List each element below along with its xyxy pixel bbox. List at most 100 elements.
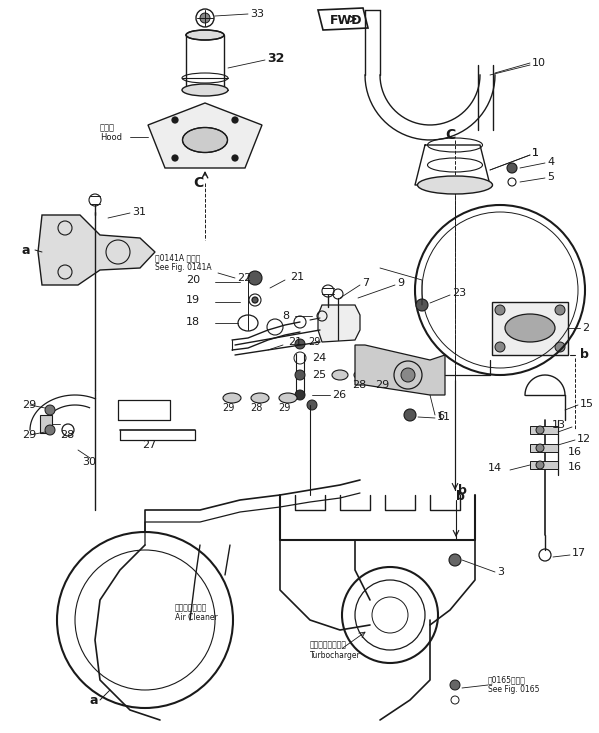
Text: 24: 24: [312, 353, 326, 363]
Ellipse shape: [183, 128, 228, 152]
Text: 8: 8: [282, 311, 289, 321]
Text: 28: 28: [352, 380, 366, 390]
Text: 10: 10: [532, 58, 546, 68]
Text: Hood: Hood: [100, 133, 122, 142]
Ellipse shape: [418, 176, 492, 194]
Text: 17: 17: [572, 548, 586, 558]
Text: 1: 1: [532, 148, 539, 158]
Circle shape: [536, 461, 544, 469]
Text: 18: 18: [186, 317, 200, 327]
Text: 7: 7: [362, 278, 369, 288]
Circle shape: [495, 342, 505, 352]
Ellipse shape: [279, 393, 297, 403]
Ellipse shape: [332, 370, 348, 380]
Text: 23: 23: [452, 288, 466, 298]
Text: 围0141A 図参照: 围0141A 図参照: [155, 254, 201, 262]
Ellipse shape: [251, 393, 269, 403]
Text: 1: 1: [532, 148, 539, 158]
Polygon shape: [148, 103, 262, 168]
Ellipse shape: [223, 393, 241, 403]
Text: See Fig. 0165: See Fig. 0165: [488, 685, 540, 694]
Text: 29: 29: [22, 430, 37, 440]
Text: 30: 30: [82, 457, 96, 467]
Text: ターボチャージャ: ターボチャージャ: [310, 641, 347, 649]
Ellipse shape: [354, 370, 370, 380]
Text: 16: 16: [568, 447, 582, 457]
Text: 29: 29: [375, 380, 389, 390]
Circle shape: [401, 368, 415, 382]
Text: 29: 29: [278, 403, 290, 413]
Text: エアークリーナ: エアークリーナ: [175, 603, 207, 613]
Circle shape: [307, 400, 317, 410]
Text: 27: 27: [142, 440, 156, 450]
Ellipse shape: [182, 84, 228, 96]
Circle shape: [495, 305, 505, 315]
Circle shape: [449, 554, 461, 566]
Text: フード: フード: [100, 123, 115, 133]
Text: 21: 21: [290, 272, 304, 282]
Text: 31: 31: [132, 207, 146, 217]
Text: C: C: [193, 176, 203, 190]
Circle shape: [555, 305, 565, 315]
Text: 21: 21: [288, 337, 302, 347]
Circle shape: [404, 409, 416, 421]
Text: b: b: [458, 484, 467, 496]
Bar: [530, 461, 558, 469]
Text: 12: 12: [577, 434, 591, 444]
Polygon shape: [492, 302, 568, 355]
Text: 第0165図参照: 第0165図参照: [488, 676, 526, 685]
Ellipse shape: [186, 30, 224, 40]
Text: Air Cleaner: Air Cleaner: [175, 614, 218, 622]
Polygon shape: [318, 8, 368, 30]
Polygon shape: [38, 215, 155, 285]
Text: 25: 25: [312, 370, 326, 380]
Circle shape: [200, 13, 210, 23]
Circle shape: [295, 390, 305, 400]
Text: 9: 9: [397, 278, 404, 288]
Circle shape: [232, 155, 238, 161]
Circle shape: [172, 155, 178, 161]
Circle shape: [45, 405, 55, 415]
Circle shape: [536, 444, 544, 452]
Text: 2: 2: [582, 323, 589, 333]
Circle shape: [295, 339, 305, 349]
Text: 22: 22: [237, 273, 251, 283]
Text: a: a: [22, 243, 31, 257]
Circle shape: [172, 117, 178, 123]
Circle shape: [536, 426, 544, 434]
Text: 32: 32: [267, 53, 285, 65]
Polygon shape: [318, 305, 360, 342]
Text: 29: 29: [22, 400, 37, 410]
Ellipse shape: [505, 314, 555, 342]
Text: FWD: FWD: [330, 15, 362, 28]
Text: 6: 6: [437, 411, 444, 421]
Text: 13: 13: [552, 420, 566, 430]
Text: 3: 3: [497, 567, 504, 577]
Text: 5: 5: [547, 172, 554, 182]
Circle shape: [45, 425, 55, 435]
Text: a: a: [90, 693, 98, 707]
Text: 14: 14: [488, 463, 502, 473]
Text: See Fig. 0141A: See Fig. 0141A: [155, 263, 211, 273]
Circle shape: [416, 299, 428, 311]
Circle shape: [450, 680, 460, 690]
Text: 26: 26: [332, 390, 346, 400]
Polygon shape: [355, 345, 445, 395]
Text: 33: 33: [250, 9, 264, 19]
Text: 16: 16: [568, 462, 582, 472]
Circle shape: [232, 117, 238, 123]
Text: 28: 28: [250, 403, 262, 413]
Text: 4: 4: [547, 157, 554, 167]
Circle shape: [248, 271, 262, 285]
Text: Turbocharger: Turbocharger: [310, 650, 361, 660]
Circle shape: [295, 370, 305, 380]
Bar: [40, 415, 52, 433]
Text: 11: 11: [437, 412, 451, 422]
Bar: [530, 426, 558, 434]
Text: 15: 15: [580, 399, 594, 409]
Circle shape: [555, 342, 565, 352]
Text: C: C: [445, 128, 455, 142]
Bar: [530, 444, 558, 452]
Text: 29: 29: [308, 337, 320, 347]
Circle shape: [507, 163, 517, 173]
